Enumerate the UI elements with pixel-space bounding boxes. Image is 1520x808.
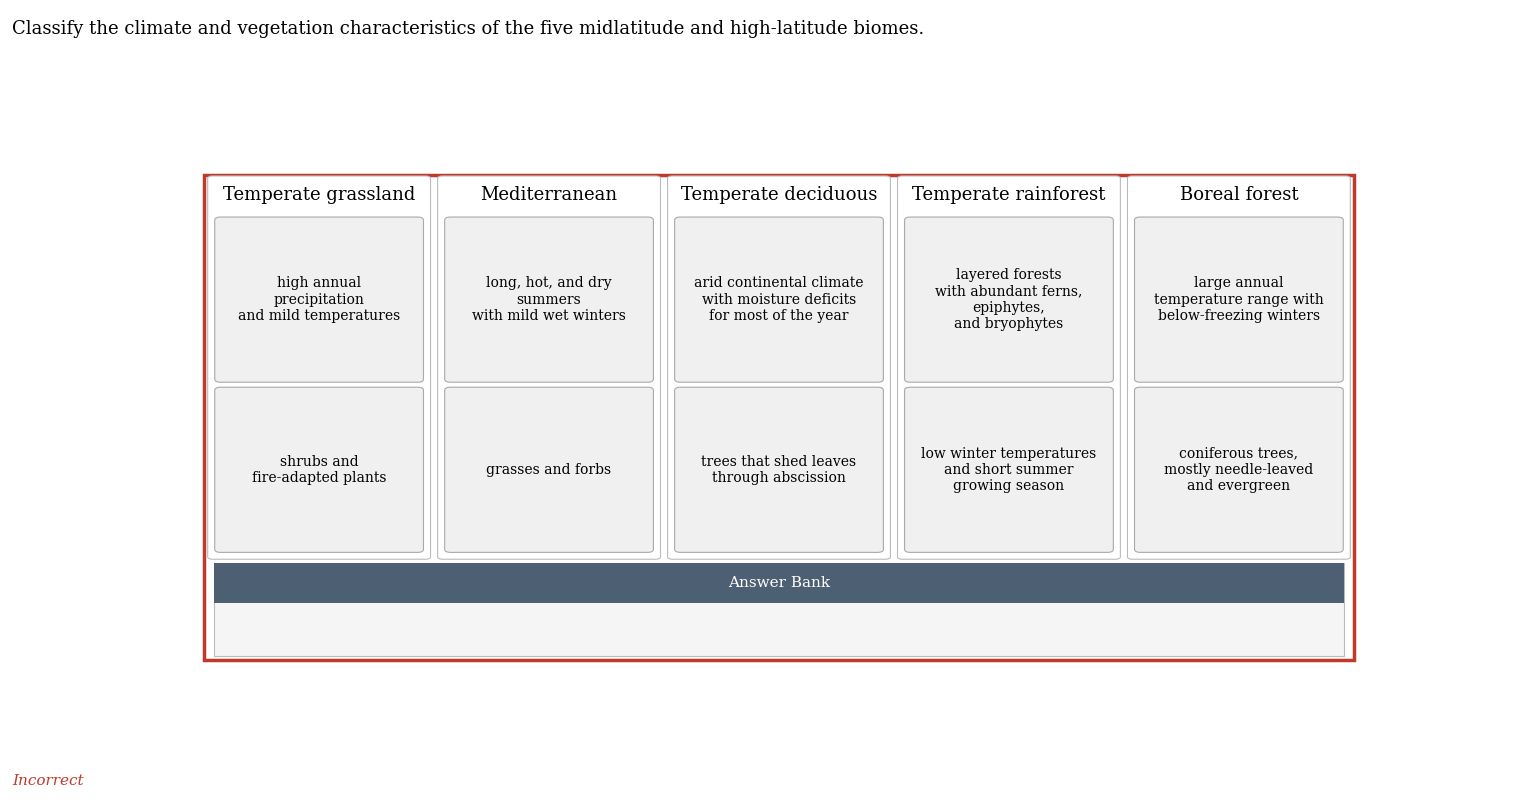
FancyBboxPatch shape (897, 176, 1120, 559)
Text: grasses and forbs: grasses and forbs (486, 463, 611, 477)
FancyBboxPatch shape (667, 176, 891, 559)
FancyBboxPatch shape (213, 563, 1345, 656)
Text: Temperate deciduous: Temperate deciduous (681, 186, 877, 204)
FancyBboxPatch shape (1134, 387, 1344, 553)
Text: Boreal forest: Boreal forest (1180, 186, 1298, 204)
Text: high annual
precipitation
and mild temperatures: high annual precipitation and mild tempe… (239, 276, 400, 323)
FancyBboxPatch shape (445, 387, 654, 553)
Text: large annual
temperature range with
below-freezing winters: large annual temperature range with belo… (1154, 276, 1324, 323)
Text: shrubs and
fire-adapted plants: shrubs and fire-adapted plants (252, 455, 386, 485)
FancyBboxPatch shape (204, 175, 1354, 660)
FancyBboxPatch shape (675, 217, 883, 382)
Text: trees that shed leaves
through abscission: trees that shed leaves through abscissio… (701, 455, 857, 485)
FancyBboxPatch shape (1134, 217, 1344, 382)
FancyBboxPatch shape (904, 217, 1113, 382)
Text: arid continental climate
with moisture deficits
for most of the year: arid continental climate with moisture d… (695, 276, 863, 323)
FancyBboxPatch shape (214, 217, 424, 382)
Text: low winter temperatures
and short summer
growing season: low winter temperatures and short summer… (921, 447, 1096, 493)
Text: long, hot, and dry
summers
with mild wet winters: long, hot, and dry summers with mild wet… (473, 276, 626, 323)
Text: Temperate rainforest: Temperate rainforest (912, 186, 1105, 204)
FancyBboxPatch shape (214, 387, 424, 553)
Text: Mediterranean: Mediterranean (480, 186, 617, 204)
FancyBboxPatch shape (675, 387, 883, 553)
Text: Temperate grassland: Temperate grassland (223, 186, 415, 204)
Text: Classify the climate and vegetation characteristics of the five midlatitude and : Classify the climate and vegetation char… (12, 20, 924, 38)
FancyBboxPatch shape (1128, 176, 1350, 559)
FancyBboxPatch shape (904, 387, 1113, 553)
FancyBboxPatch shape (213, 563, 1345, 604)
Text: Incorrect: Incorrect (12, 774, 84, 788)
FancyBboxPatch shape (438, 176, 661, 559)
FancyBboxPatch shape (445, 217, 654, 382)
Text: coniferous trees,
mostly needle-leaved
and evergreen: coniferous trees, mostly needle-leaved a… (1164, 447, 1313, 493)
FancyBboxPatch shape (208, 176, 430, 559)
Text: Answer Bank: Answer Bank (728, 576, 830, 590)
Text: layered forests
with abundant ferns,
epiphytes,
and bryophytes: layered forests with abundant ferns, epi… (935, 268, 1082, 331)
